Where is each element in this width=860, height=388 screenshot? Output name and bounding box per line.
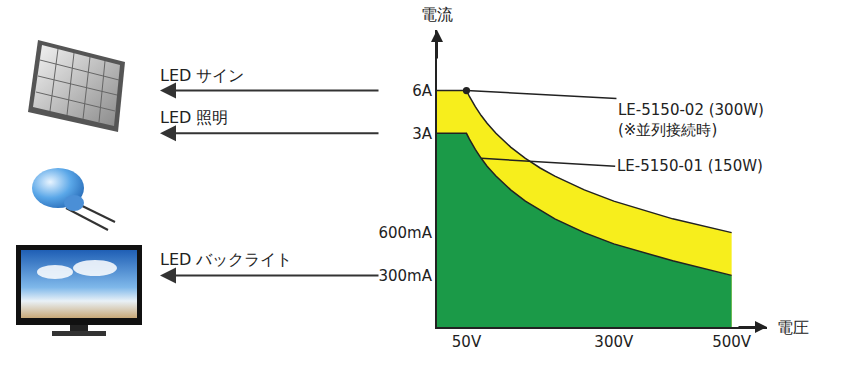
svg-text:300mA: 300mA [378, 267, 432, 285]
svg-text:LED バックライト: LED バックライト [160, 250, 292, 269]
svg-text:500V: 500V [712, 333, 752, 351]
svg-text:電圧: 電圧 [777, 318, 809, 337]
svg-text:LE-5150-01 (150W): LE-5150-01 (150W) [617, 157, 763, 175]
svg-text:300V: 300V [594, 333, 634, 351]
svg-text:50V: 50V [452, 333, 482, 351]
svg-text:LE-5150-02 (300W)(※並列接続時): LE-5150-02 (300W)(※並列接続時) [618, 101, 764, 139]
svg-text:LED サイン: LED サイン [160, 66, 244, 85]
svg-text:6A: 6A [412, 82, 433, 100]
svg-text:LED 照明: LED 照明 [160, 108, 228, 127]
svg-text:電流: 電流 [421, 5, 453, 24]
svg-text:600mA: 600mA [378, 224, 432, 242]
svg-text:3A: 3A [412, 125, 433, 143]
